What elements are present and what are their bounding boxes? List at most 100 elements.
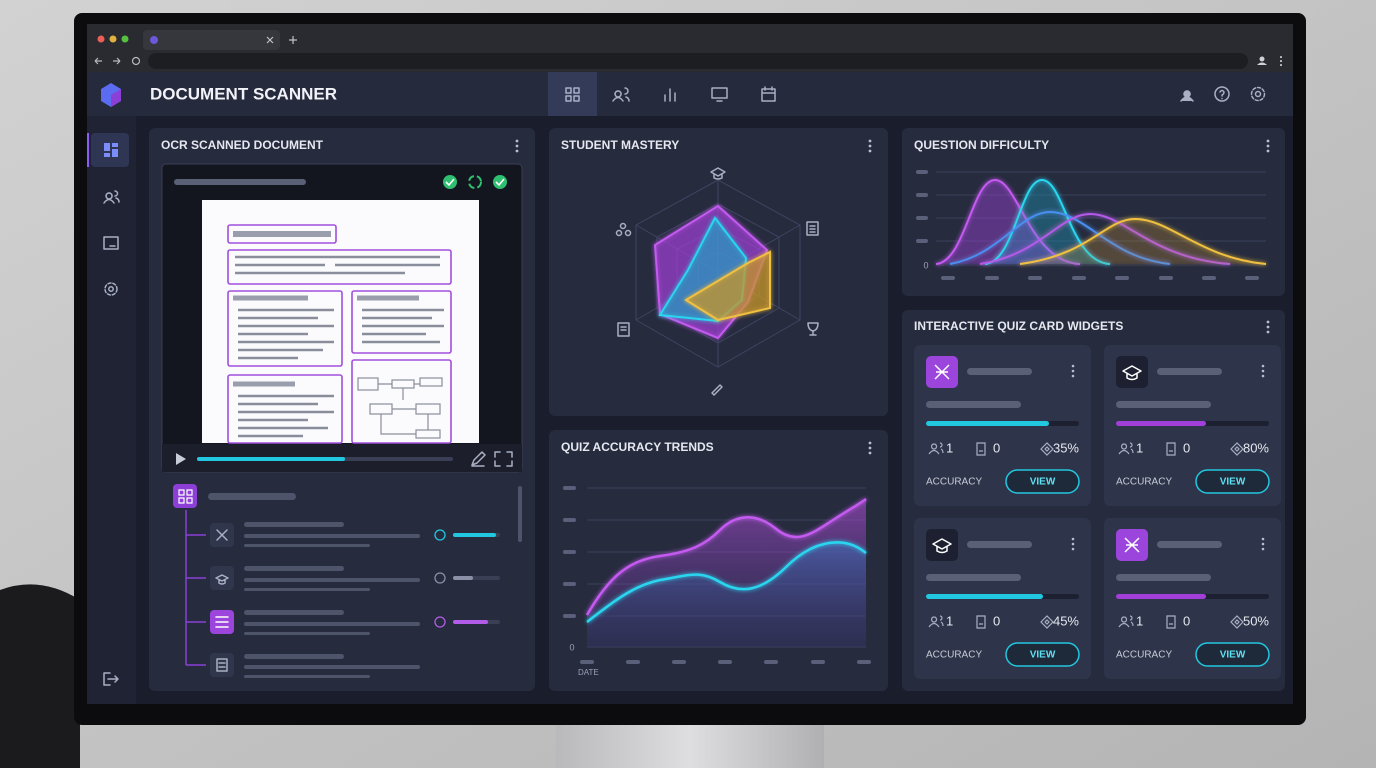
tree-progress [453,620,488,624]
panel-menu[interactable] [1266,320,1270,334]
card-icon-glyph [1124,537,1140,553]
play-button[interactable] [176,453,186,465]
nav-stats[interactable] [664,88,676,102]
sidebar-logout[interactable] [103,672,119,686]
axis-title: DATE [578,668,599,677]
panel-menu[interactable] [515,139,519,153]
panel-title: OCR SCANNED DOCUMENT [161,138,324,152]
nav-dashboard[interactable] [565,87,580,102]
window-close[interactable] [97,35,105,43]
panel-title: QUESTION DIFFICULTY [914,138,1049,152]
card-progress [926,594,1043,599]
card-menu-dot [1071,364,1075,368]
player-tools[interactable] [471,451,513,467]
panel-menu[interactable] [868,441,872,455]
nav-tab-active[interactable] [548,72,597,116]
sidebar-settings[interactable] [104,282,118,296]
profile-icon[interactable] [1259,56,1265,62]
tree-root-glyph [178,489,193,504]
profile-icon-body [1257,62,1267,65]
window-minimize[interactable] [109,35,117,43]
card-menu-dot [1261,537,1265,541]
chair [0,584,80,768]
panel-menu[interactable] [1266,139,1270,153]
header-help[interactable] [1214,86,1230,102]
users-icon [928,615,944,628]
reload[interactable] [131,56,141,66]
view-button[interactable] [1195,642,1270,667]
nav-arrows[interactable] [94,57,121,65]
sidebar-users[interactable] [103,190,120,204]
placeholder-bar [967,541,1032,548]
card-accuracy: 45% [1053,613,1079,628]
card-accuracy: 50% [1243,613,1269,628]
tree-icon [210,653,234,677]
users-icon [1118,615,1134,628]
view-button-label: VIEW [1220,650,1246,661]
sidebar-settings-core [108,286,114,292]
card-label: ACCURACY [1116,477,1172,488]
card-accuracy: 35% [1053,440,1079,455]
difficulty-panel [902,128,1285,296]
nav-tabs [565,86,1266,102]
docs-icon [1166,615,1176,629]
app-title: DOCUMENT SCANNER [150,84,337,103]
docs-icon [1166,442,1176,456]
card-label: ACCURACY [926,477,982,488]
progress-fill [197,457,345,461]
axis-label: 0 [569,642,574,652]
card-users: 1 [946,613,953,628]
stand [556,724,824,768]
header-settings-core [1254,90,1262,98]
view-button[interactable] [1005,469,1080,494]
placeholder-bar [926,401,1021,408]
check-marks [445,178,505,187]
panel-menu[interactable] [868,139,872,153]
panel-title: STUDENT MASTERY [561,138,679,152]
header-help-mark [1219,89,1225,100]
nav-calendar[interactable] [761,86,776,102]
address-bar[interactable] [148,53,1248,69]
card-users: 1 [946,440,953,455]
view-button-label: VIEW [1030,650,1056,661]
sidebar-documents[interactable] [103,236,119,250]
tree-progress [453,533,496,537]
browser-tab[interactable] [143,30,280,50]
card-menu-dot [1071,537,1075,541]
accuracy-icon [1040,615,1054,629]
status-sync [468,175,482,189]
card-menu-dot [1071,374,1075,378]
placeholder-bar [967,368,1032,375]
tree-text-bars [244,522,420,678]
tab-controls[interactable] [266,36,297,44]
card-menu-dot [1071,369,1075,373]
nav-display[interactable] [711,87,728,102]
view-button[interactable] [1005,642,1080,667]
card-icon [926,529,958,561]
scrollbar[interactable] [518,486,522,542]
radar-axis-icons [615,167,819,396]
card-icon-glyph [934,364,950,380]
header-settings[interactable] [1250,86,1266,102]
nav-users[interactable] [612,87,630,102]
accuracy-line [585,497,867,616]
card-menu-dot [1261,369,1265,373]
difficulty-curves [935,178,1267,265]
card-progress [1116,594,1206,599]
ocr-diagram [357,377,443,439]
panel-title: INTERACTIVE QUIZ CARD WIDGETS [914,319,1123,333]
window-maximize[interactable] [121,35,129,43]
status-ok [493,175,507,189]
view-button[interactable] [1195,469,1270,494]
card-menu-dot [1071,547,1075,551]
header-profile[interactable] [1180,90,1194,102]
app-header [87,72,1293,116]
card-progress [926,421,1049,426]
card-users: 1 [1136,613,1143,628]
card-documents: 0 [993,613,1000,628]
card-menu-dot [1071,542,1075,546]
radar-series [684,250,771,322]
